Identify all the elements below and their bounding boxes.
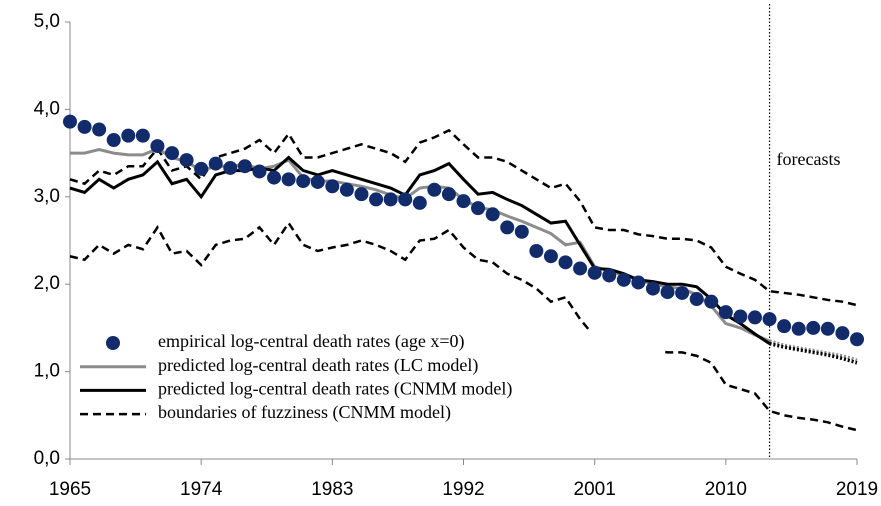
data-point (675, 285, 690, 300)
data-point (602, 268, 617, 283)
data-point (441, 187, 456, 202)
data-point (485, 207, 500, 222)
data-point (135, 128, 150, 143)
data-point (412, 195, 427, 210)
data-point (645, 281, 660, 296)
data-point (369, 192, 384, 207)
data-point (587, 265, 602, 280)
data-point (354, 187, 369, 202)
data-point (267, 170, 282, 185)
data-point (514, 224, 529, 239)
data-point (179, 153, 194, 168)
forecast-line-dotted (769, 341, 858, 365)
data-point (529, 243, 544, 258)
y-tick-label: 2,0 (34, 273, 60, 294)
legend-label: predicted log-central death rates (CNMM … (158, 379, 512, 400)
data-point (573, 261, 588, 276)
legend-label: boundaries of fuzziness (CNMM model) (158, 402, 451, 423)
data-point (383, 192, 398, 207)
data-point (747, 310, 762, 325)
data-point (791, 321, 806, 336)
x-tick-label: 2010 (705, 479, 747, 500)
data-point (471, 201, 486, 216)
x-tick-label: 2001 (574, 479, 616, 500)
data-point (777, 319, 792, 334)
y-tick-label: 3,0 (34, 186, 60, 207)
data-point (252, 164, 267, 179)
data-point (456, 194, 471, 209)
legend-label: predicted log-central death rates (LC mo… (158, 355, 478, 376)
data-point (427, 182, 442, 197)
data-point (616, 272, 631, 287)
x-tick-label: 1992 (442, 479, 484, 500)
data-point (194, 161, 209, 176)
legend: empirical log-central death rates (age x… (80, 331, 662, 437)
data-point (208, 156, 223, 171)
legend-marker (106, 336, 120, 350)
data-point (106, 132, 121, 147)
data-point (398, 192, 413, 207)
data-point (500, 220, 515, 235)
data-point (660, 285, 675, 300)
data-point (310, 174, 325, 189)
data-point (733, 309, 748, 324)
data-point (237, 159, 252, 174)
y-tick-label: 5,0 (34, 11, 60, 32)
x-tick-label: 1965 (49, 479, 91, 500)
data-point (835, 326, 850, 341)
legend-label: empirical log-central death rates (age x… (158, 331, 465, 352)
data-point (850, 332, 864, 347)
data-point (77, 119, 92, 134)
lower-boundary (69, 220, 858, 432)
data-point (704, 294, 719, 309)
data-point (543, 249, 558, 264)
y-tick-label: 1,0 (34, 361, 60, 382)
upper-boundary (69, 128, 858, 307)
data-point (92, 122, 107, 137)
y-tick-label: 4,0 (34, 98, 60, 119)
data-point (165, 146, 180, 161)
data-point (223, 160, 238, 175)
data-point (150, 139, 165, 154)
forecast-annotation: forecasts (777, 149, 841, 169)
data-point (631, 275, 646, 290)
data-point (718, 305, 733, 320)
data-point (121, 128, 136, 143)
data-point (762, 312, 777, 327)
data-point (339, 182, 354, 197)
data-point (63, 114, 77, 129)
x-tick-label: 2019 (836, 479, 878, 500)
data-point (325, 179, 340, 194)
legend-box (82, 331, 662, 437)
x-tick-label: 1974 (180, 479, 223, 500)
data-point (820, 321, 835, 336)
data-point (296, 174, 311, 189)
data-point (281, 172, 296, 187)
data-point (558, 255, 573, 270)
data-point (806, 320, 821, 335)
data-point (689, 292, 704, 307)
x-tick-label: 1983 (311, 479, 353, 500)
y-tick-label: 0,0 (34, 448, 60, 469)
